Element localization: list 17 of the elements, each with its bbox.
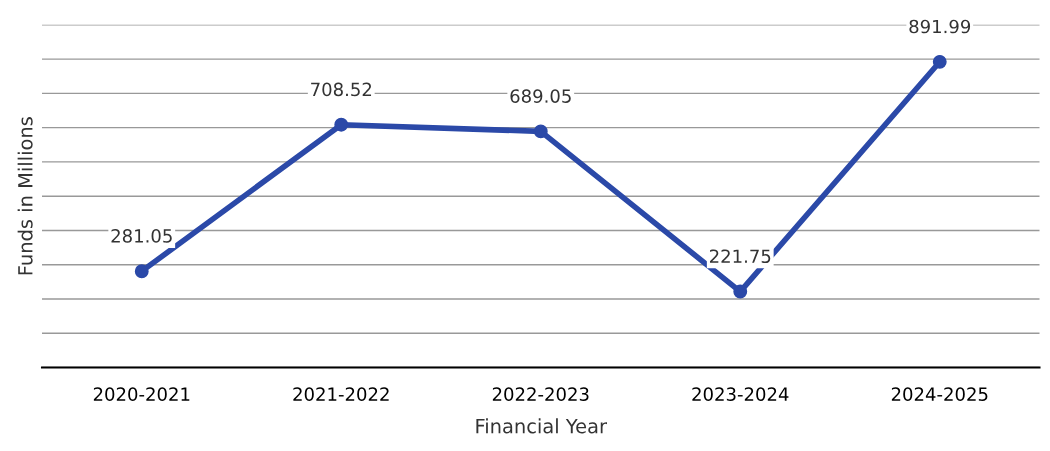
data-label: 891.99 — [909, 19, 971, 34]
data-label: 689.05 — [510, 89, 571, 103]
x-tick-label: 2023-2024 — [692, 387, 789, 401]
point — [533, 124, 548, 139]
point — [932, 54, 947, 69]
x-tick-label: 2022-2023 — [492, 387, 589, 401]
point — [733, 284, 748, 299]
x-tick-label: 2024-2025 — [891, 387, 988, 401]
x-tick-label: 2020-2021 — [93, 387, 190, 401]
data-label: 281.05 — [111, 229, 172, 243]
point — [134, 264, 149, 279]
x-tick-label: 2021-2022 — [293, 387, 389, 401]
data-label: 221.75 — [709, 249, 771, 264]
x-axis-title: Financial Year — [476, 418, 607, 434]
y-axis-title: Funds in Millions — [17, 117, 33, 275]
data-label: 708.52 — [311, 82, 372, 97]
point — [334, 117, 349, 132]
